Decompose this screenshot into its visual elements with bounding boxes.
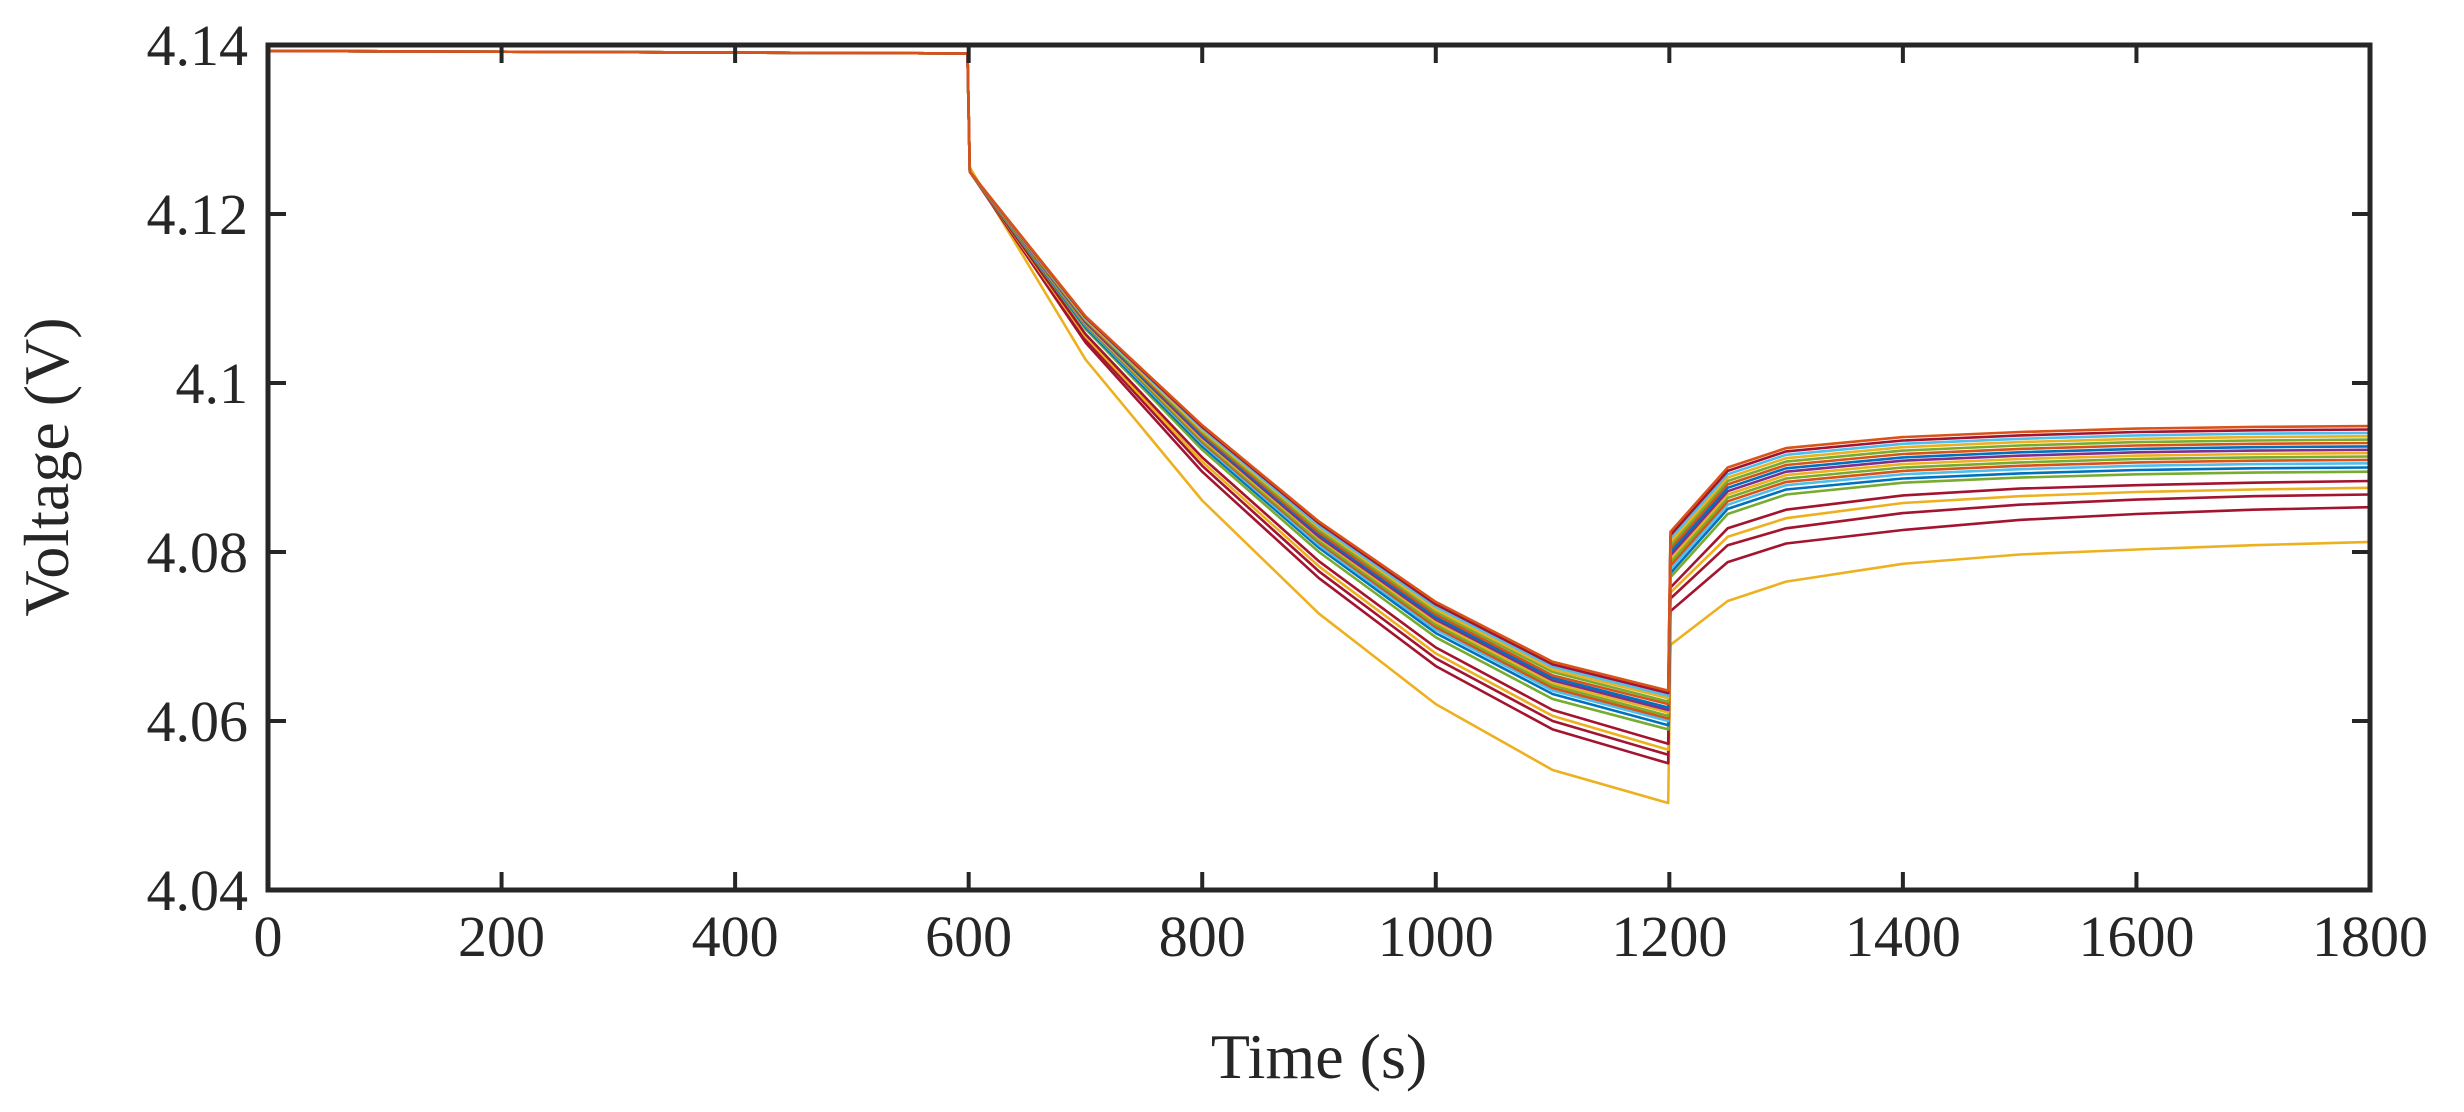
y-tick-label: 4.1 xyxy=(176,351,249,416)
plot-frame xyxy=(265,42,2373,893)
x-tick-label: 600 xyxy=(925,904,1012,969)
x-tick-label: 1400 xyxy=(1845,904,1961,969)
y-axis-label: Voltage (V) xyxy=(11,317,82,616)
y-tick-label: 4.08 xyxy=(147,520,249,585)
y-tick-label: 4.14 xyxy=(147,13,249,78)
series-line-1 xyxy=(268,49,2370,805)
x-tick-label: 1600 xyxy=(2078,904,2194,969)
ticks-layer: 0 200 400 600 800 1000 1200 1400 1600 1800 4.04 4.0… xyxy=(147,13,2429,969)
x-axis-label: Time (s) xyxy=(1211,1021,1427,1092)
y-tick-label: 4.06 xyxy=(147,689,249,754)
series-line-19 xyxy=(268,49,2370,692)
x-tick-label: 1000 xyxy=(1378,904,1494,969)
y-tick-label: 4.04 xyxy=(147,858,249,923)
series-layer xyxy=(268,49,2370,805)
x-tick-label: 1800 xyxy=(2312,904,2428,969)
y-tick-label: 4.12 xyxy=(147,182,249,247)
x-tick-label: 1200 xyxy=(1611,904,1727,969)
x-tick-label: 200 xyxy=(458,904,545,969)
x-tick-label: 400 xyxy=(692,904,779,969)
series-line-5 xyxy=(268,49,2370,746)
x-tick-label: 0 xyxy=(254,904,283,969)
x-tick-label: 800 xyxy=(1159,904,1246,969)
